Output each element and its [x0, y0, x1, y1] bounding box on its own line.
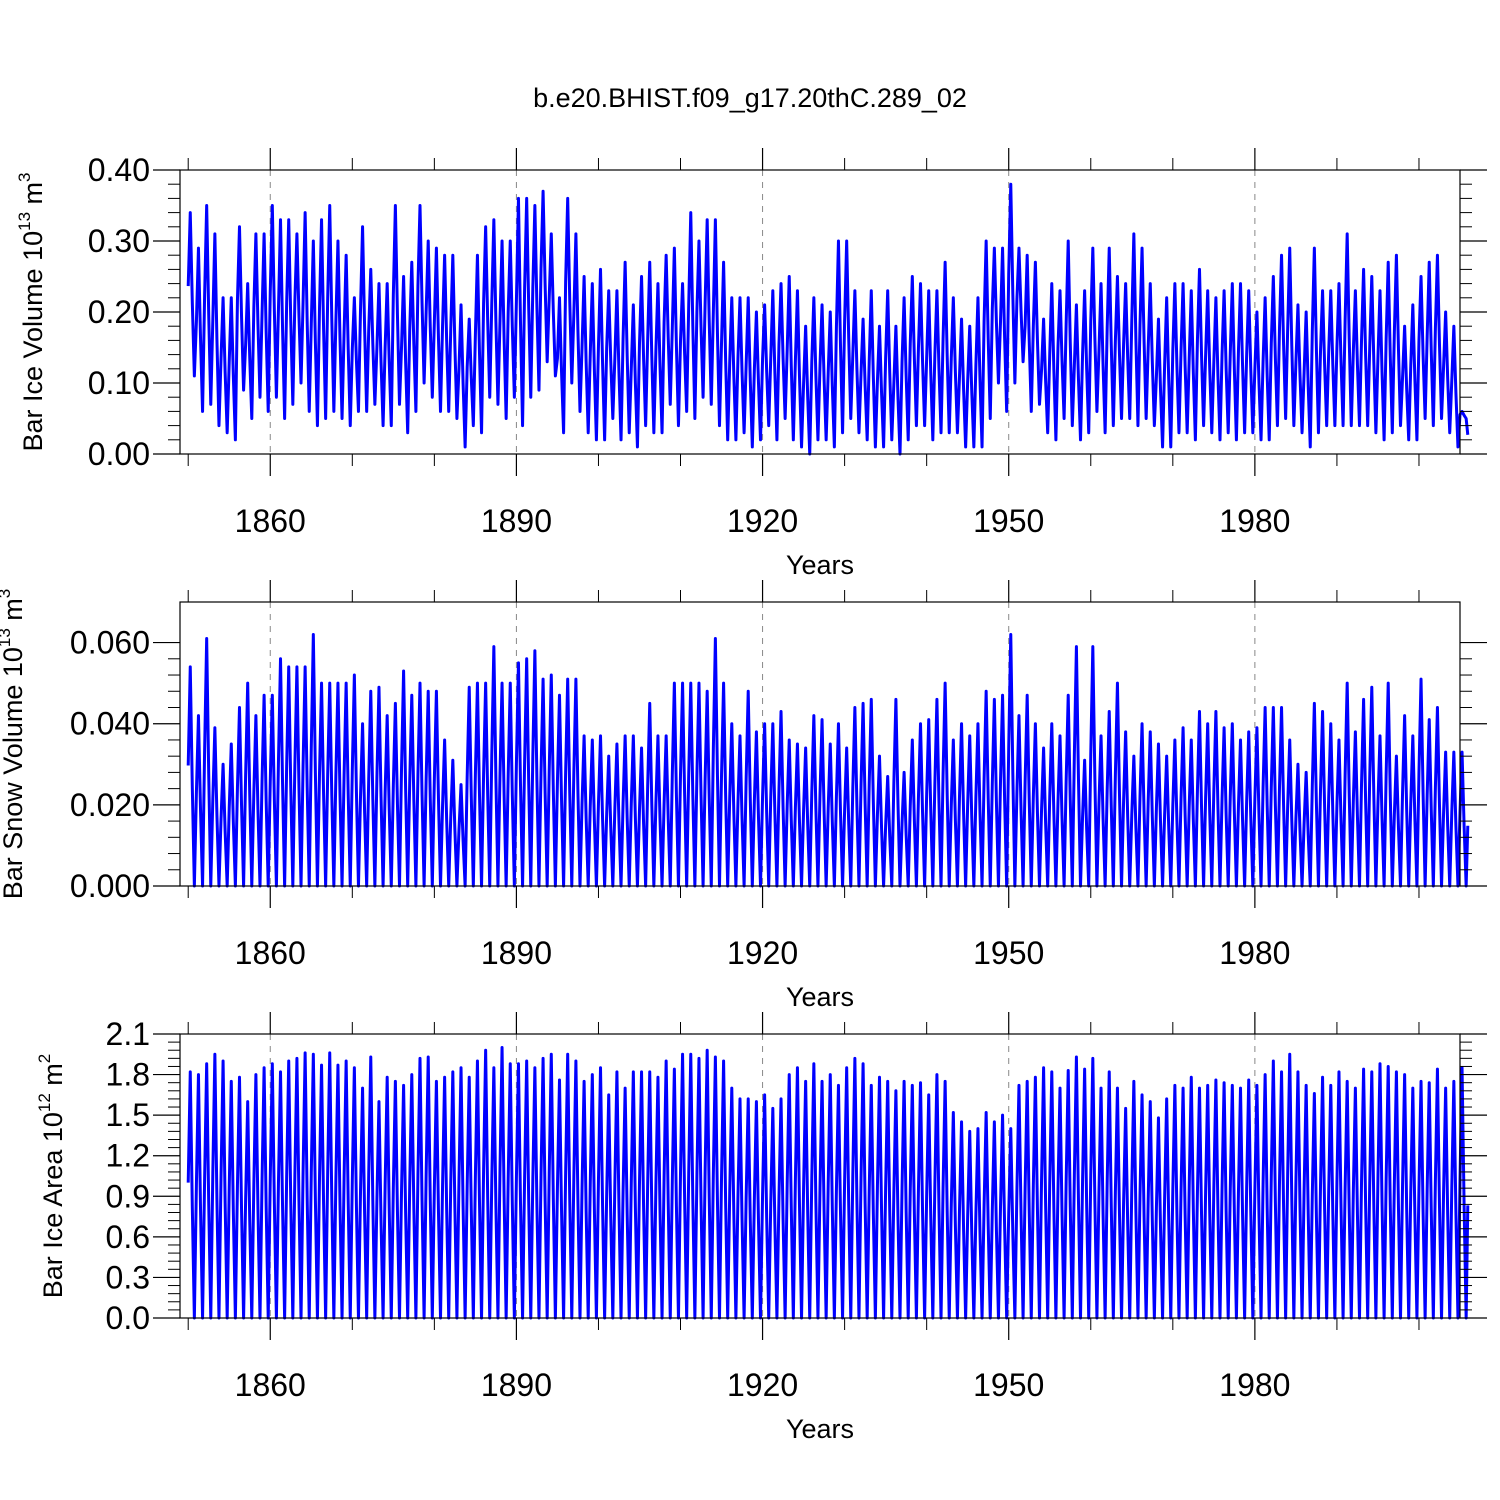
x-axis-label: Years [786, 550, 854, 580]
y-tick-label: 0.3 [106, 1259, 150, 1295]
y-tick-label: 0.000 [70, 868, 150, 904]
y-tick-label: 0.20 [88, 294, 150, 330]
y-axis-label-unit-exponent: 2 [35, 1054, 54, 1063]
x-tick-label: 1980 [1219, 935, 1290, 971]
figure-title: b.e20.BHIST.f09_g17.20thC.289_02 [533, 83, 967, 113]
y-axis-label-unit-exponent: 3 [0, 589, 14, 598]
y-axis-label-main: Bar Ice Volume 10 [18, 231, 48, 452]
y-axis-label-exponent: 12 [35, 1093, 54, 1112]
x-tick-label: 1980 [1219, 503, 1290, 539]
y-tick-label: 0.00 [88, 436, 150, 472]
x-tick-label: 1920 [727, 503, 798, 539]
y-tick-label: 2.1 [106, 1016, 150, 1052]
series-line [186, 1046, 1470, 1320]
y-tick-label: 0.30 [88, 223, 150, 259]
y-axis-label-exponent: 13 [0, 628, 14, 647]
plot-frame [179, 601, 1461, 887]
y-tick-label: 1.5 [106, 1097, 150, 1133]
y-axis-label: Bar Ice Volume 1013 m3 [15, 172, 48, 451]
x-tick-label: 1860 [235, 503, 306, 539]
plot-frame [179, 1033, 1461, 1319]
x-tick-label: 1920 [727, 935, 798, 971]
y-axis-label-unit: m [0, 598, 28, 628]
x-axis-label: Years [786, 982, 854, 1012]
y-tick-label: 0.040 [70, 706, 150, 742]
y-axis-label-unit: m [18, 182, 48, 212]
x-tick-label: 1980 [1219, 1367, 1290, 1403]
x-tick-label: 1890 [481, 935, 552, 971]
x-tick-label: 1950 [973, 503, 1044, 539]
y-axis-label-exponent: 13 [15, 212, 34, 231]
y-axis-label: Bar Snow Volume 1013 m3 [0, 589, 28, 900]
y-tick-label: 0.10 [88, 365, 150, 401]
x-tick-label: 1860 [235, 1367, 306, 1403]
x-axis-label: Years [786, 1414, 854, 1444]
y-tick-label: 0.9 [106, 1178, 150, 1214]
x-tick-label: 1860 [235, 935, 306, 971]
y-tick-label: 0.060 [70, 625, 150, 661]
x-tick-label: 1950 [973, 1367, 1044, 1403]
y-tick-label: 1.2 [106, 1138, 150, 1174]
chart-panel-1: 0.00 0.10 0.20 0.30 0.40 1860 1890 1920 1950 1980… [15, 148, 1487, 580]
y-axis-label-main: Bar Ice Area 10 [38, 1112, 68, 1298]
chart-panel-2: 0.000 0.020 0.040 0.060 1860 1890 1920 1950 1980… [0, 580, 1487, 1012]
y-axis-label-unit: m [38, 1063, 68, 1093]
y-tick-label: 0.0 [106, 1300, 150, 1336]
y-axis-label-unit-exponent: 3 [15, 172, 34, 181]
series-line [186, 182, 1470, 456]
x-tick-label: 1920 [727, 1367, 798, 1403]
y-tick-label: 0.40 [88, 152, 150, 188]
y-tick-label: 1.8 [106, 1057, 150, 1093]
x-tick-label: 1890 [481, 503, 552, 539]
x-tick-label: 1950 [973, 935, 1044, 971]
y-tick-label: 0.6 [106, 1219, 150, 1255]
chart-panel-3: 0.0 0.3 0.6 0.9 1.2 1.5 1.8 2.1 1860 1890 1920 1950… [35, 1012, 1487, 1444]
y-tick-label: 0.020 [70, 787, 150, 823]
y-axis-label-main: Bar Snow Volume 10 [0, 647, 28, 899]
x-tick-label: 1890 [481, 1367, 552, 1403]
series-line [186, 632, 1470, 888]
y-axis-label: Bar Ice Area 1012 m2 [35, 1054, 68, 1299]
